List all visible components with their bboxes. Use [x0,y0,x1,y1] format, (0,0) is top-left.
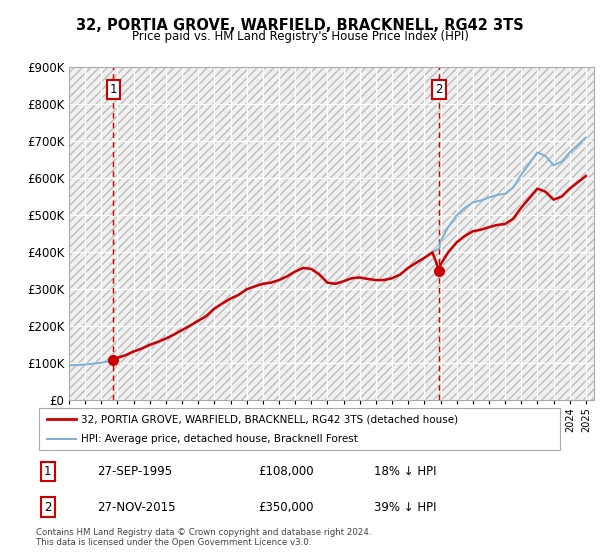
Text: 32, PORTIA GROVE, WARFIELD, BRACKNELL, RG42 3TS: 32, PORTIA GROVE, WARFIELD, BRACKNELL, R… [76,18,524,33]
Text: 1: 1 [44,465,52,478]
Text: 2: 2 [436,83,443,96]
FancyBboxPatch shape [38,408,560,450]
Text: Contains HM Land Registry data © Crown copyright and database right 2024.
This d: Contains HM Land Registry data © Crown c… [36,528,371,547]
Text: 18% ↓ HPI: 18% ↓ HPI [374,465,436,478]
Text: HPI: Average price, detached house, Bracknell Forest: HPI: Average price, detached house, Brac… [81,433,358,444]
Text: 1: 1 [110,83,117,96]
Text: 27-SEP-1995: 27-SEP-1995 [97,465,172,478]
Text: Price paid vs. HM Land Registry's House Price Index (HPI): Price paid vs. HM Land Registry's House … [131,30,469,43]
Text: 2: 2 [44,501,52,514]
Text: £108,000: £108,000 [258,465,313,478]
Text: 39% ↓ HPI: 39% ↓ HPI [374,501,436,514]
Text: 32, PORTIA GROVE, WARFIELD, BRACKNELL, RG42 3TS (detached house): 32, PORTIA GROVE, WARFIELD, BRACKNELL, R… [81,414,458,424]
Text: £350,000: £350,000 [258,501,313,514]
Text: 27-NOV-2015: 27-NOV-2015 [97,501,175,514]
